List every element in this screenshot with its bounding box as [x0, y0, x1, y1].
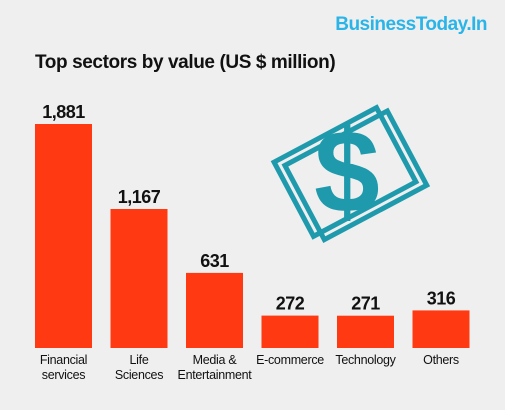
chart-title: Top sectors by value (US $ million)	[35, 52, 336, 73]
data-label-2: 631	[200, 251, 229, 271]
bar-5	[412, 310, 470, 348]
bar-1	[110, 209, 168, 348]
category-label-0: Financial services	[40, 353, 87, 382]
data-label-1: 1,167	[118, 187, 161, 207]
bar-2	[186, 272, 243, 348]
bar-3	[261, 315, 319, 348]
svg-text:$: $	[314, 106, 380, 238]
category-label-2: Media & Entertainment	[178, 353, 253, 382]
category-label-5: Others	[423, 353, 459, 367]
data-label-3: 272	[276, 294, 305, 314]
data-label-5: 316	[427, 288, 456, 308]
data-label-4: 271	[351, 294, 380, 314]
category-label-3: E-commerce	[256, 353, 324, 367]
dollar-bill-icon: $	[270, 104, 431, 244]
category-label-1: Life Sciences	[115, 353, 163, 382]
data-label-0: 1,881	[42, 102, 85, 122]
bar-0	[35, 124, 92, 348]
bar-4	[337, 315, 394, 348]
brand-logo: BusinessToday.In	[335, 14, 487, 35]
category-label-4: Technology	[335, 353, 396, 367]
